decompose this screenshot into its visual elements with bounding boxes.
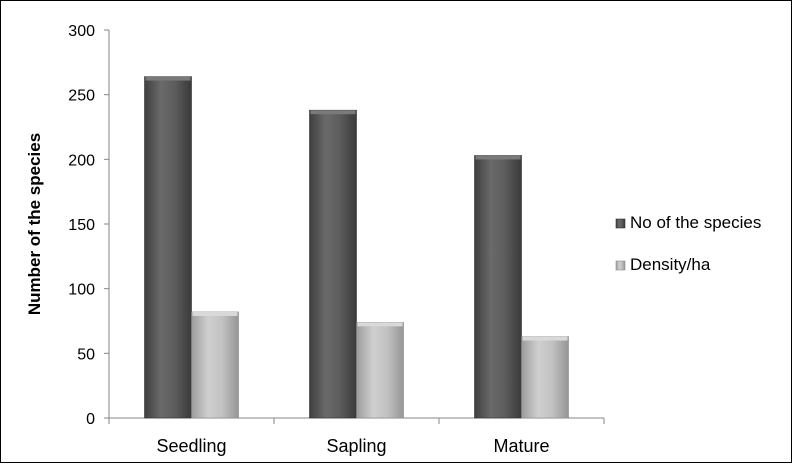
y-tick-label: 100 [68, 282, 95, 299]
legend: No of the species Density/ha [615, 213, 761, 274]
legend-swatch [615, 260, 626, 271]
y-tick-label: 50 [77, 346, 95, 363]
bar-top-bevel [145, 76, 191, 81]
bar-top-bevel [357, 322, 403, 327]
bar-density-mature [521, 336, 569, 419]
bar-top-bevel [522, 336, 568, 341]
bar-species-sapling [309, 109, 357, 419]
y-tick-label: 300 [68, 23, 95, 40]
bar-series-group [144, 76, 569, 419]
x-category-label: Mature [493, 436, 549, 456]
x-axis-ticks: Seedling Sapling Mature [108, 418, 605, 456]
bar-top-bevel [310, 110, 356, 115]
bar-top-bevel [192, 311, 238, 316]
y-tick-label: 200 [68, 152, 95, 169]
y-tick-label: 0 [86, 411, 95, 428]
y-axis-title: Number of the species [25, 133, 44, 315]
x-category-label: Sapling [326, 436, 386, 456]
legend-label: Density/ha [630, 255, 711, 274]
bar-density-sapling [356, 321, 404, 419]
bar-species-seedling [144, 76, 192, 419]
y-axis-ticks: 0 50 100 150 200 250 300 [68, 23, 109, 428]
bar-density-seedling [191, 311, 239, 419]
x-category-label: Seedling [156, 436, 226, 456]
y-tick-label: 150 [68, 217, 95, 234]
y-tick-label: 250 [68, 88, 95, 105]
legend-label: No of the species [630, 213, 761, 232]
bar-species-mature [474, 155, 522, 419]
legend-swatch [615, 218, 626, 229]
bar-top-bevel [475, 155, 521, 160]
